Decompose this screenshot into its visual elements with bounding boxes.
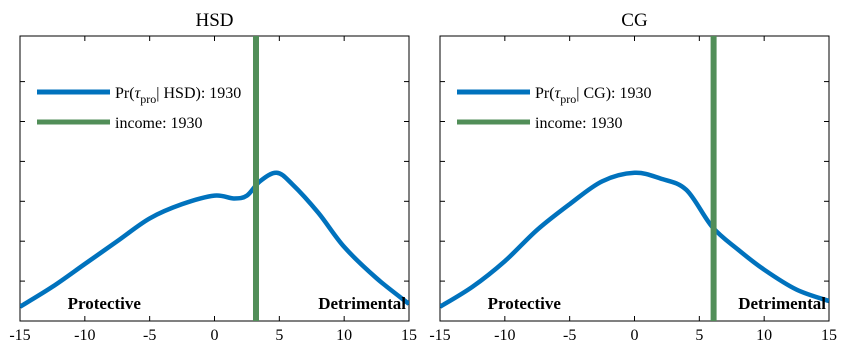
legend-label-income: income: 1930 [115, 115, 203, 132]
legend-label-density: Pr(τpro| CG): 1930 [535, 85, 652, 106]
panel-title: CG [621, 10, 648, 31]
panel-title: HSD [195, 10, 233, 31]
density-curve [440, 170, 829, 309]
x-tick-label: 10 [756, 327, 772, 344]
panel-cg: CG -15 -10 -5 0 5 10 15 Protective Detrimental Pr(… [429, 10, 837, 344]
legend-label-density: Pr(τpro| HSD): 1930 [115, 85, 241, 106]
axes-box [439, 35, 830, 322]
x-tick-label: 0 [631, 327, 639, 344]
region-label-detrimental: Detrimental [738, 294, 826, 313]
region-label-protective: Protective [68, 294, 142, 313]
x-tick-label: 15 [821, 327, 837, 344]
x-tick-label: 10 [336, 327, 352, 344]
x-tick-label: -15 [9, 327, 30, 344]
legend-label-income: income: 1930 [535, 115, 623, 132]
x-tick-label: -5 [143, 327, 156, 344]
panel-hsd: HSD -15 -10 -5 0 5 10 15 Protective Detrimental Pr… [9, 10, 417, 344]
x-tick-label: -10 [494, 327, 515, 344]
region-label-protective: Protective [488, 294, 562, 313]
axes-box [19, 35, 410, 322]
x-tick-label: -15 [429, 327, 450, 344]
x-tick-label: 5 [695, 327, 703, 344]
x-tick-label: 0 [211, 327, 219, 344]
x-tick-label: -10 [74, 327, 95, 344]
density-curve [20, 170, 409, 309]
x-tick-label: 15 [401, 327, 417, 344]
region-label-detrimental: Detrimental [318, 294, 406, 313]
x-tick-label: -5 [563, 327, 576, 344]
x-tick-label: 5 [275, 327, 283, 344]
